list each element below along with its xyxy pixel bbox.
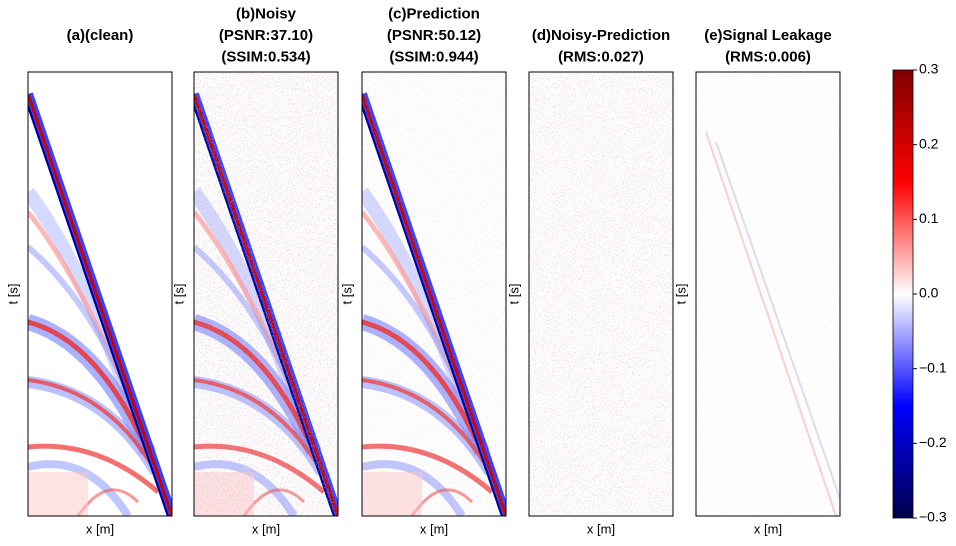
colorbar-tick-label: −0.2 <box>919 434 947 450</box>
panel-frame <box>361 71 507 517</box>
y-axis-label: t [s] <box>339 284 354 305</box>
y-axis-label: t [s] <box>506 284 521 305</box>
panel <box>358 71 507 517</box>
panel-frame <box>27 71 173 517</box>
panel <box>24 71 173 517</box>
panel-title: (RMS:0.027) <box>558 48 644 65</box>
panel <box>190 71 339 517</box>
panel-title: (b)Noisy <box>236 5 297 22</box>
y-axis-label: t [s] <box>673 284 688 305</box>
colorbar-tick-label: 0.3 <box>919 61 939 77</box>
panel-title: (RMS:0.006) <box>725 48 811 65</box>
panel-frame <box>528 71 674 517</box>
panel-title: (d)Noisy-Prediction <box>532 27 670 44</box>
panel-title: (a)(clean) <box>67 27 134 44</box>
x-axis-label: x [m] <box>587 521 615 536</box>
panel-frame <box>193 71 339 517</box>
panel-title: (SSIM:0.944) <box>389 48 478 65</box>
colorbar-tick-label: 0.1 <box>919 210 939 226</box>
noise <box>194 72 338 516</box>
noise <box>362 72 506 516</box>
panel-title: (c)Prediction <box>388 5 480 22</box>
panel <box>695 71 846 517</box>
panel-title: (PSNR:37.10) <box>219 27 313 44</box>
panel <box>528 71 674 517</box>
noise <box>696 72 840 516</box>
colorbar <box>892 69 914 519</box>
panel-title: (PSNR:50.12) <box>387 27 481 44</box>
x-axis-label: x [m] <box>86 521 114 536</box>
panel-title: (e)Signal Leakage <box>704 27 832 44</box>
x-axis-label: x [m] <box>420 521 448 536</box>
x-axis-label: x [m] <box>754 521 782 536</box>
colorbar-tick-label: 0.2 <box>919 135 939 151</box>
panel-title: (SSIM:0.534) <box>221 48 310 65</box>
x-axis-label: x [m] <box>252 521 280 536</box>
colorbar-tick-label: −0.3 <box>919 509 947 525</box>
colorbar-tick-label: 0.0 <box>919 285 939 301</box>
y-axis-label: t [s] <box>171 284 186 305</box>
y-axis-label: t [s] <box>5 284 20 305</box>
noise <box>529 72 673 516</box>
colorbar-tick-label: −0.1 <box>919 359 947 375</box>
panel-frame <box>695 71 841 517</box>
